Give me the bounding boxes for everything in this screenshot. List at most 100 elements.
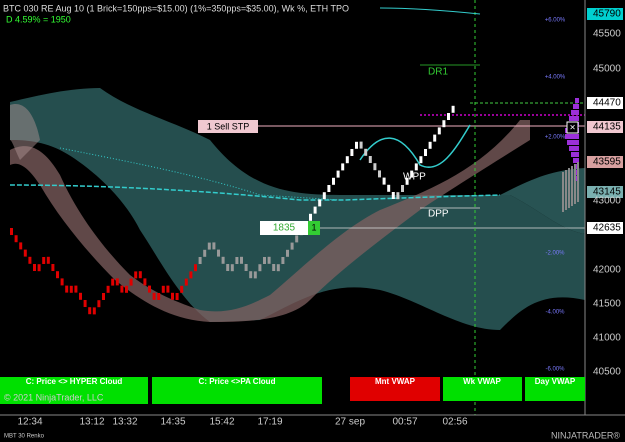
brick xyxy=(60,278,64,286)
brick xyxy=(129,278,133,286)
percent-label: +4.00% xyxy=(545,75,566,81)
brick xyxy=(37,264,41,272)
brick xyxy=(341,163,345,171)
brick xyxy=(424,149,427,156)
brick xyxy=(88,307,92,315)
profile-bar xyxy=(565,134,579,139)
top-line xyxy=(379,7,481,15)
brick xyxy=(138,271,142,279)
label: DPP xyxy=(428,209,449,220)
brick xyxy=(207,242,211,250)
brick xyxy=(414,163,418,171)
price-label: 43145 xyxy=(593,187,621,198)
brick xyxy=(157,293,161,300)
close-box[interactable] xyxy=(566,121,579,134)
brick xyxy=(378,170,381,178)
brick xyxy=(281,257,285,264)
brick xyxy=(42,257,46,264)
button-label[interactable]: Wk VWAP xyxy=(463,377,501,386)
percent-label: -4.00% xyxy=(545,310,565,316)
label: 1 xyxy=(311,222,316,232)
brick xyxy=(309,213,312,221)
time-label: 13:32 xyxy=(112,417,137,428)
price-box xyxy=(587,8,623,20)
brick xyxy=(276,264,280,272)
brick xyxy=(322,192,326,200)
button[interactable] xyxy=(152,377,322,404)
percent-label: -2.00% xyxy=(545,251,565,257)
brick xyxy=(166,285,170,293)
brick xyxy=(171,292,174,300)
brick xyxy=(396,192,400,200)
brick xyxy=(115,278,119,286)
time-label: 17:19 xyxy=(257,417,282,428)
brick xyxy=(46,256,50,264)
button[interactable] xyxy=(0,377,148,404)
brick xyxy=(368,156,372,163)
brick xyxy=(272,264,276,271)
profile-bar xyxy=(575,98,579,103)
brick xyxy=(345,156,349,164)
price-label: 41000 xyxy=(593,333,621,344)
time-label: 15:42 xyxy=(209,417,234,428)
brick xyxy=(263,257,266,264)
header-stat: D 4.59% = 1950 xyxy=(6,14,71,24)
brick xyxy=(226,264,230,271)
brick xyxy=(364,148,368,156)
brick xyxy=(79,292,82,300)
brick xyxy=(69,285,73,293)
instrument: MBT 30 Renko xyxy=(4,434,45,440)
profile-bar xyxy=(569,116,579,121)
price-label: 45790 xyxy=(593,9,621,20)
brick xyxy=(313,206,317,214)
brick xyxy=(428,141,432,149)
button[interactable] xyxy=(525,377,585,401)
header: BTC 030 RE Aug 10 (1 Brick=150pps=$15.00… xyxy=(3,3,349,13)
brick xyxy=(318,199,322,207)
brick xyxy=(161,285,165,293)
label-box xyxy=(308,221,320,235)
brick xyxy=(212,242,216,250)
button[interactable] xyxy=(350,377,440,401)
brick xyxy=(97,300,101,308)
button-label[interactable]: C: Price <> HYPER Cloud xyxy=(26,377,123,386)
button-label[interactable]: Day VWAP xyxy=(535,377,576,386)
brick xyxy=(92,307,96,315)
brick xyxy=(152,292,156,300)
profile-bar xyxy=(574,164,579,169)
button[interactable] xyxy=(443,377,522,401)
price-label: 44135 xyxy=(593,122,621,133)
brick xyxy=(391,192,395,199)
button-label[interactable]: C: Price <>PA Cloud xyxy=(199,377,276,386)
brick xyxy=(240,256,243,264)
brick xyxy=(28,256,32,264)
brick xyxy=(56,271,59,279)
brick xyxy=(249,271,253,279)
profile-bar xyxy=(571,152,579,157)
brick xyxy=(382,177,386,185)
label-box xyxy=(198,120,258,133)
price-label: 44470 xyxy=(593,98,621,109)
price-label: 43000 xyxy=(593,196,621,207)
brick xyxy=(387,184,391,192)
label-box xyxy=(260,221,308,235)
brick xyxy=(184,278,188,286)
brick xyxy=(102,293,105,300)
price-box xyxy=(587,121,623,133)
brick xyxy=(419,156,423,164)
profile-bar xyxy=(571,166,573,206)
brick xyxy=(134,271,138,279)
vwap-line xyxy=(9,184,501,201)
profile-bar xyxy=(574,164,576,204)
button-label[interactable]: Mnt VWAP xyxy=(375,377,416,386)
label: WPP xyxy=(403,172,426,183)
brick xyxy=(336,170,340,178)
ma-line xyxy=(359,124,471,168)
brick xyxy=(405,177,409,185)
brick xyxy=(286,249,289,257)
cloud-pa xyxy=(10,104,40,160)
close-icon[interactable]: × xyxy=(570,123,576,134)
brick xyxy=(189,271,193,279)
time-label: 27 sep xyxy=(335,417,365,428)
